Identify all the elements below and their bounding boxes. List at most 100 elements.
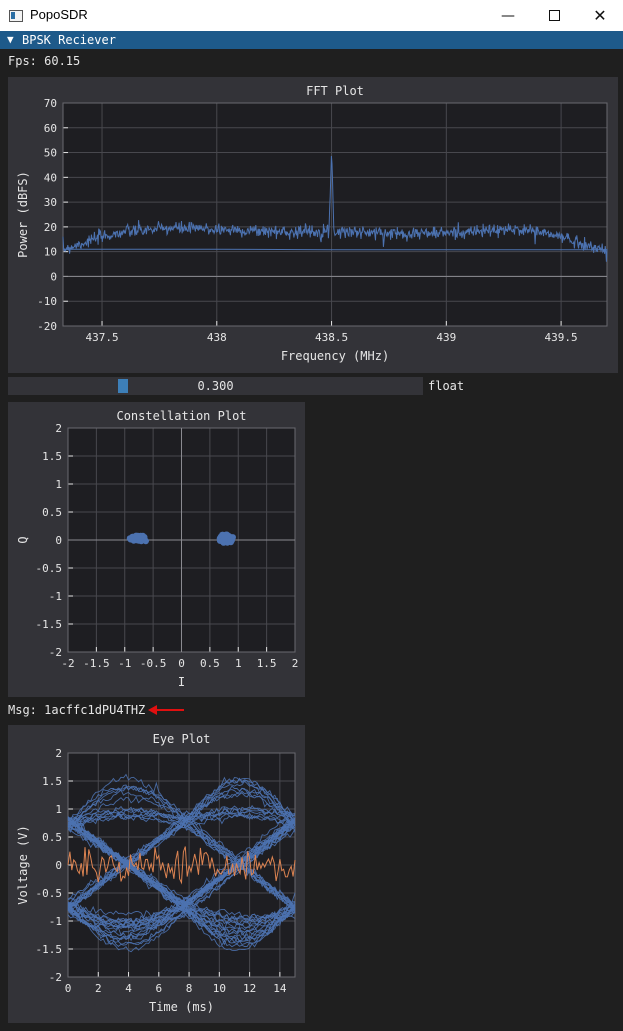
y-tick-label: 10 bbox=[44, 246, 57, 259]
y-tick-label: -1 bbox=[49, 590, 62, 603]
eye-trace bbox=[67, 820, 296, 909]
plot-title: Eye Plot bbox=[153, 732, 211, 746]
y-tick-label: 1.5 bbox=[42, 450, 62, 463]
y-tick-label: 0 bbox=[50, 270, 57, 283]
eye-trace bbox=[67, 786, 296, 825]
y-tick-label: 20 bbox=[44, 221, 57, 234]
y-tick-label: 1 bbox=[55, 478, 62, 491]
x-tick-label: 1 bbox=[235, 657, 242, 670]
x-axis-label: Frequency (MHz) bbox=[281, 349, 389, 363]
plot-title: FFT Plot bbox=[306, 84, 364, 98]
section-header-label: BPSK Reciever bbox=[22, 33, 116, 47]
y-tick-label: 0.5 bbox=[42, 831, 62, 844]
collapse-arrow-icon[interactable]: ▼ bbox=[7, 33, 14, 46]
constellation-point bbox=[221, 533, 229, 540]
y-tick-label: 0.5 bbox=[42, 506, 62, 519]
x-tick-label: -2 bbox=[61, 657, 74, 670]
y-tick-label: 60 bbox=[44, 122, 57, 135]
x-tick-label: 438 bbox=[207, 331, 227, 344]
y-tick-label: 2 bbox=[55, 747, 62, 760]
x-tick-label: 14 bbox=[273, 982, 287, 995]
app-viewport: ▼ BPSK Reciever Fps: 60.15 437.5 438 438.5… bbox=[0, 31, 623, 1031]
app-window-icon bbox=[9, 10, 23, 22]
constellation-point bbox=[134, 533, 141, 541]
y-axis-label: Voltage (V) bbox=[16, 825, 30, 904]
x-tick-label: -1 bbox=[118, 657, 131, 670]
y-tick-label: 1.5 bbox=[42, 775, 62, 788]
slider-value: 0.300 bbox=[197, 379, 234, 393]
eye-trace bbox=[67, 816, 296, 943]
minimize-icon[interactable]: — bbox=[501, 7, 515, 24]
plot-area[interactable] bbox=[63, 103, 607, 326]
collapsing-header-bpsk[interactable]: ▼ BPSK Reciever bbox=[0, 31, 623, 49]
x-tick-label: -1.5 bbox=[83, 657, 110, 670]
slider-label: float bbox=[428, 379, 465, 393]
x-tick-label: 4 bbox=[125, 982, 132, 995]
eye-trace bbox=[67, 785, 296, 827]
y-tick-label: 30 bbox=[44, 196, 57, 209]
constellation-plot-svg[interactable]: -2 -1.5 -1 -0.5 0 0.5 1 1.5 2 -2 -1.5 -1 -0.5 0 0.5 1 1.… bbox=[8, 402, 305, 697]
x-tick-label: 6 bbox=[155, 982, 162, 995]
x-axis-label: Time (ms) bbox=[149, 1000, 214, 1014]
close-icon[interactable]: ✕ bbox=[593, 6, 607, 25]
eye-noise-series bbox=[67, 846, 296, 885]
message-readout: Msg: 1acffc1dPU4THZ bbox=[8, 703, 146, 717]
y-tick-label: -10 bbox=[37, 295, 57, 308]
slider-grab-handle[interactable] bbox=[118, 379, 129, 393]
plot-frame bbox=[67, 752, 296, 978]
x-tick-label: 0 bbox=[178, 657, 185, 670]
y-tick-label: -0.5 bbox=[36, 562, 63, 575]
y-tick-label: -0.5 bbox=[36, 887, 63, 900]
fft-series-line bbox=[62, 155, 608, 262]
eye-trace bbox=[67, 822, 296, 927]
x-tick-label: 438.5 bbox=[315, 331, 348, 344]
fft-plot-panel[interactable]: 437.5 438 438.5 439 439.5 -20 -10 0 10 20 30 40 50 60… bbox=[8, 77, 618, 373]
x-tick-label: 437.5 bbox=[85, 331, 118, 344]
x-tick-label: 1.5 bbox=[257, 657, 277, 670]
x-tick-label: 2 bbox=[292, 657, 299, 670]
eye-trace bbox=[67, 902, 296, 938]
maximize-icon[interactable] bbox=[531, 0, 577, 31]
fft-plot-svg[interactable]: 437.5 438 438.5 439 439.5 -20 -10 0 10 20 30 40 50 60… bbox=[8, 77, 618, 373]
constellation-plot-panel[interactable]: -2 -1.5 -1 -0.5 0 0.5 1 1.5 2 -2 -1.5 -1 -0.5 0 0.5 1 1.… bbox=[8, 402, 305, 697]
eye-trace bbox=[67, 796, 296, 910]
plot-title: Constellation Plot bbox=[116, 409, 246, 423]
y-axis-label: Q bbox=[16, 536, 30, 543]
y-tick-label: 2 bbox=[55, 422, 62, 435]
x-tick-label: 0 bbox=[65, 982, 72, 995]
y-tick-label: 70 bbox=[44, 97, 57, 110]
y-tick-label: 50 bbox=[44, 147, 57, 160]
y-tick-label: -1 bbox=[49, 915, 62, 928]
fft-average-line bbox=[63, 248, 607, 251]
eye-trace bbox=[67, 822, 296, 909]
eye-trace bbox=[67, 784, 296, 823]
x-tick-label: 12 bbox=[243, 982, 256, 995]
x-tick-label: -0.5 bbox=[140, 657, 167, 670]
eye-trace bbox=[67, 817, 296, 905]
constellation-point bbox=[142, 537, 149, 545]
y-tick-label: -2 bbox=[49, 646, 62, 659]
fps-readout: Fps: 60.15 bbox=[8, 54, 81, 68]
window-title: PopoSDR bbox=[30, 7, 88, 22]
y-tick-label: -20 bbox=[37, 320, 57, 333]
x-tick-label: 2 bbox=[95, 982, 102, 995]
x-axis-label: I bbox=[178, 675, 185, 689]
eye-plot-panel[interactable]: 0 2 4 6 8 10 12 14 -2 -1.5 -1 -0.5 0 0.5 1 1.5 2 Eye Plot… bbox=[8, 725, 305, 1023]
y-tick-label: -1.5 bbox=[36, 943, 63, 956]
y-tick-label: 1 bbox=[55, 803, 62, 816]
y-tick-label: -2 bbox=[49, 971, 62, 984]
title-bar: PopoSDR — ✕ bbox=[0, 0, 623, 32]
y-tick-label: -1.5 bbox=[36, 618, 63, 631]
plot-frame bbox=[62, 102, 608, 327]
y-tick-label: 0 bbox=[55, 859, 62, 872]
x-tick-label: 439.5 bbox=[545, 331, 578, 344]
eye-plot-svg[interactable]: 0 2 4 6 8 10 12 14 -2 -1.5 -1 -0.5 0 0.5 1 1.5 2 Eye Plot… bbox=[8, 725, 305, 1023]
y-tick-label: 0 bbox=[55, 534, 62, 547]
annotation-arrow-icon bbox=[148, 705, 184, 715]
y-axis-label: Power (dBFS) bbox=[16, 171, 30, 258]
eye-trace bbox=[67, 827, 296, 930]
eye-trace bbox=[67, 818, 296, 907]
float-slider[interactable]: 0.300 bbox=[8, 377, 423, 395]
x-tick-label: 8 bbox=[186, 982, 193, 995]
x-tick-label: 10 bbox=[213, 982, 226, 995]
